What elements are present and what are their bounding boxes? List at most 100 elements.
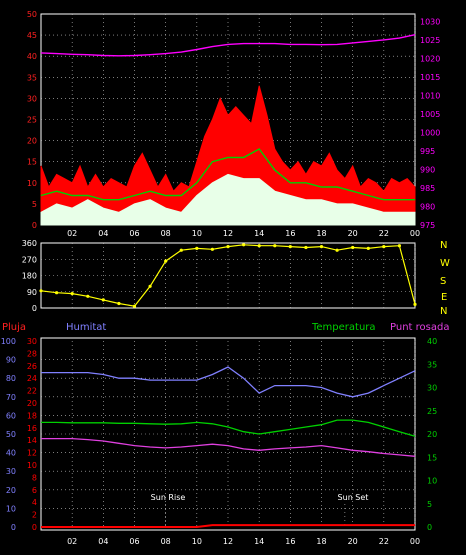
wind-y-tick-45: 45 <box>27 31 37 40</box>
wind-y-tick-5: 5 <box>32 200 37 209</box>
wind-y-tick-10: 10 <box>27 179 37 188</box>
wind-panel: 0510152025303540455097598098599099510001… <box>27 10 441 238</box>
direction-point <box>117 301 121 306</box>
humidity-y-tick-0: 0 <box>11 523 16 532</box>
direction-point <box>148 284 152 288</box>
pressure-y-tick-990: 990 <box>420 165 435 174</box>
wind-x-tick-14: 14 <box>254 229 264 238</box>
pressure-y-tick-1025: 1025 <box>420 36 440 45</box>
direction-point <box>366 246 370 250</box>
rain-y-tick-14: 14 <box>27 436 37 445</box>
temp-y-tick-15: 15 <box>427 453 437 462</box>
wind-y-tick-30: 30 <box>27 94 37 103</box>
rain-series <box>41 524 415 528</box>
wind-y-tick-40: 40 <box>27 52 37 61</box>
compass-letter-s: S <box>440 276 446 287</box>
rain-y-tick-16: 16 <box>27 424 37 433</box>
humidity-y-tick-80: 80 <box>6 374 16 383</box>
rain-y-tick-4: 4 <box>32 498 37 507</box>
rain-y-tick-10: 10 <box>27 461 37 470</box>
wind-x-tick-06: 06 <box>129 229 139 238</box>
rain-y-tick-18: 18 <box>27 411 37 420</box>
compass-letter-n-top: N <box>440 240 447 251</box>
wind-y-tick-20: 20 <box>27 137 37 146</box>
direction-point <box>39 289 43 293</box>
temperature-axis-title: Temperatura <box>311 322 376 333</box>
humidity-y-tick-30: 30 <box>6 467 16 476</box>
rain-y-tick-12: 12 <box>27 449 37 458</box>
rain-y-tick-0: 0 <box>32 523 37 532</box>
sunrise-label: Sun Rise <box>151 493 186 502</box>
clim-x-tick-04: 04 <box>98 537 108 546</box>
pressure-y-tick-1030: 1030 <box>420 17 440 26</box>
direction-point <box>242 243 246 247</box>
direction-point <box>226 245 230 249</box>
pressure-y-tick-995: 995 <box>420 147 435 156</box>
direction-point <box>70 292 74 296</box>
clim-x-tick-08: 08 <box>161 537 171 546</box>
direction-point <box>335 248 339 252</box>
chart-title: 24 hora gràfica ab, 30 Agosto 2018 <box>169 2 346 14</box>
rain-y-tick-8: 8 <box>32 473 37 482</box>
temperature-series <box>41 419 416 437</box>
temp-y-tick-25: 25 <box>427 407 437 416</box>
wind-x-tick-04: 04 <box>98 229 108 238</box>
wind-y-tick-0: 0 <box>32 221 37 230</box>
wind-x-tick-08: 08 <box>161 229 171 238</box>
humidity-y-tick-100: 100 <box>1 337 16 346</box>
rain-y-tick-30: 30 <box>27 337 37 346</box>
rain-y-tick-22: 22 <box>27 387 37 396</box>
pressure-y-tick-975: 975 <box>420 221 435 230</box>
wind-y-tick-15: 15 <box>27 158 37 167</box>
calm-series-area <box>40 173 416 226</box>
wind-x-tick-00: 00 <box>410 229 420 238</box>
rain-y-tick-26: 26 <box>27 362 37 371</box>
rain-y-tick-20: 20 <box>27 399 37 408</box>
temp-y-tick-20: 20 <box>427 430 437 439</box>
direction-point <box>273 244 277 248</box>
clim-x-tick-10: 10 <box>192 537 202 546</box>
wind-y-tick-25: 25 <box>27 116 37 125</box>
rain-y-tick-28: 28 <box>27 349 37 358</box>
compass-letter-n-bottom: N <box>440 306 447 317</box>
rain-y-tick-6: 6 <box>32 486 37 495</box>
clim-x-tick-12: 12 <box>223 537 233 546</box>
clim-x-tick-00: 00 <box>410 537 420 546</box>
direction-point <box>101 298 105 302</box>
dir-y-tick-0: 0 <box>32 304 37 313</box>
clim-x-tick-16: 16 <box>285 537 295 546</box>
wind-axis-title: Velocitat del vent <box>4 3 91 14</box>
humidity-y-tick-60: 60 <box>6 411 16 420</box>
wind-x-tick-12: 12 <box>223 229 233 238</box>
humidity-y-tick-50: 50 <box>6 430 16 439</box>
average-wind-series <box>40 148 415 201</box>
rain-y-tick-2: 2 <box>32 511 37 520</box>
direction-point <box>164 259 168 263</box>
gust-series-area <box>40 85 416 226</box>
humidity-y-tick-20: 20 <box>6 486 16 495</box>
humidity-y-tick-10: 10 <box>6 504 16 513</box>
direction-point <box>319 245 324 249</box>
compass-letter-w: W <box>440 258 450 269</box>
dir-y-tick-270: 270 <box>22 255 37 264</box>
direction-point <box>195 246 199 250</box>
direction-point <box>413 302 417 306</box>
humidity-y-tick-40: 40 <box>6 449 16 458</box>
humidity-y-tick-70: 70 <box>6 393 16 402</box>
direction-point <box>210 247 214 251</box>
wind-x-tick-18: 18 <box>316 229 326 238</box>
dir-y-tick-180: 180 <box>22 272 37 281</box>
pressure-y-tick-1020: 1020 <box>420 54 440 63</box>
pressure-y-tick-985: 985 <box>420 184 435 193</box>
direction-panel: 0 90 180 270 360 <box>22 239 417 313</box>
clim-x-tick-02: 02 <box>67 537 77 546</box>
clim-x-tick-14: 14 <box>254 537 264 546</box>
wind-x-tick-22: 22 <box>379 229 389 238</box>
humidity-series <box>41 366 416 398</box>
wind-x-tick-16: 16 <box>285 229 295 238</box>
pressure-y-tick-1010: 1010 <box>420 91 440 100</box>
temp-y-tick-5: 5 <box>427 500 432 509</box>
pressure-axis-title: Pressió <box>371 2 406 14</box>
pressure-y-tick-980: 980 <box>420 202 435 211</box>
